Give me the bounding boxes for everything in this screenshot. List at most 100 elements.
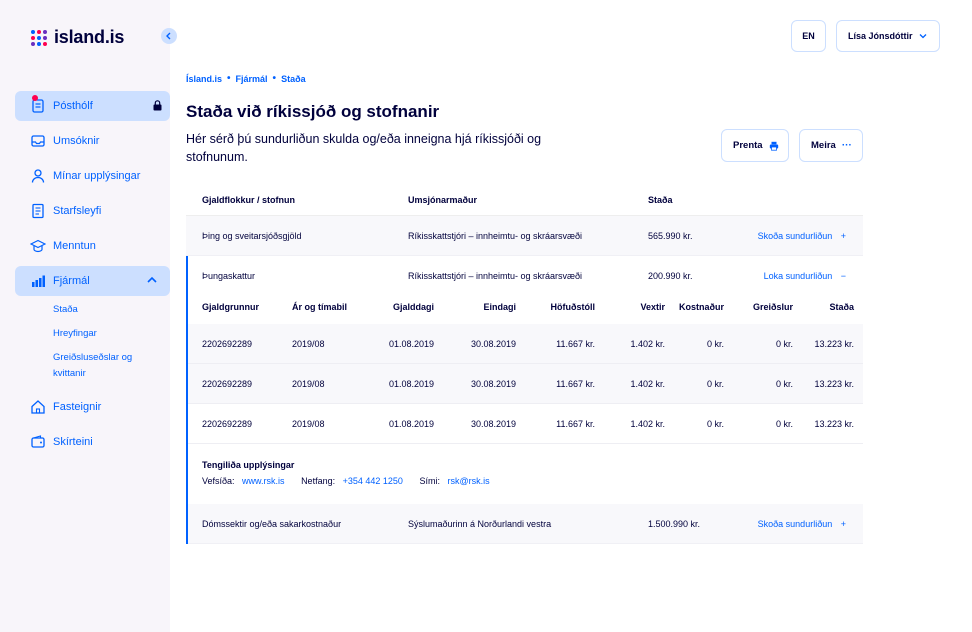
sidebar-item-fasteignir[interactable]: Fasteignir	[15, 392, 170, 422]
row-status: 1.500.990 kr.	[648, 519, 701, 529]
inbox-icon	[30, 133, 46, 149]
expand-link[interactable]: Skoða sundurliðun +	[758, 519, 846, 529]
breadcrumb-item[interactable]: Staða	[281, 73, 306, 84]
logo-dot	[37, 29, 41, 34]
page-intro: Hér sérð þú sundurliðun skulda og/eða in…	[186, 132, 542, 164]
detail-cell: 0 kr.	[775, 339, 793, 349]
detail-col-header: Ár og tímabil	[292, 302, 348, 312]
email-label: Netfang:	[301, 476, 336, 486]
logo-dot	[31, 35, 35, 40]
sidebar-item-minar-upplysingar[interactable]: Mínar upplýsingar	[15, 161, 170, 191]
detail-col-header: Kostnaður	[679, 302, 724, 312]
subnav-item-hreyfingar[interactable]: Hreyfingar	[53, 328, 97, 339]
phone-link[interactable]: rsk@rsk.is	[447, 476, 490, 486]
table-header: Gjaldflokkur / stofnun Umsjónarmaður Sta…	[186, 186, 863, 216]
detail-cell: 2019/08	[292, 419, 325, 429]
table-row: Dómssektir og/eða sakarkostnaður Sýsluma…	[188, 504, 863, 544]
detail-col-header: Höfuðstóll	[550, 302, 596, 312]
user-name: Lísa Jónsdóttir	[848, 31, 913, 41]
row-status: 200.990 kr.	[648, 271, 693, 281]
sidebar-item-menntun[interactable]: Menntun	[15, 231, 170, 261]
col-header-category: Gjaldflokkur / stofnun	[202, 195, 296, 205]
breadcrumb-separator: •	[272, 73, 277, 84]
logo-dot	[43, 35, 47, 40]
detail-cell: 2019/08	[292, 339, 325, 349]
detail-cell: 30.08.2019	[470, 339, 516, 349]
language-button[interactable]: EN	[791, 20, 826, 52]
logo-text: island.is	[54, 27, 125, 47]
breadcrumb-item[interactable]: Fjármál	[235, 73, 268, 84]
sidebar-item-label: Skírteini	[53, 436, 93, 448]
col-header-status: Staða	[648, 195, 673, 205]
detail-row: 2202692289 2019/08 01.08.2019 30.08.2019…	[188, 324, 863, 364]
row-manager: Ríkisskattstjóri – innheimtu- og skráars…	[408, 231, 583, 241]
detail-cell: 30.08.2019	[470, 379, 516, 389]
detail-col-header: Staða	[829, 302, 854, 312]
row-category: Þungaskattur	[202, 271, 256, 281]
detail-cell: 1.402 kr.	[630, 339, 665, 349]
logo-dot	[37, 41, 41, 46]
contact-title: Tengiliða upplýsingar	[202, 460, 295, 470]
detail-header: Gjaldgrunnur Ár og tímabil Gjalddagi Ein…	[188, 296, 863, 324]
breadcrumb-item[interactable]: Ísland.is	[186, 73, 223, 84]
chevron-down-icon	[918, 31, 928, 43]
more-button-label: Meira	[811, 140, 836, 151]
detail-cell: 30.08.2019	[470, 419, 516, 429]
detail-col-header: Gjaldgrunnur	[202, 302, 259, 312]
chart-icon	[30, 273, 46, 289]
detail-cell: 2202692289	[202, 339, 253, 349]
page-title: Staða við ríkissjóð og stofnanir	[186, 102, 440, 121]
more-button[interactable]: Meira ···	[799, 129, 863, 162]
detail-cell: 0 kr.	[706, 419, 724, 429]
sidebar-item-label: Fjármál	[53, 275, 90, 287]
logo-dot	[43, 29, 47, 34]
logo[interactable]: island.is	[31, 27, 124, 48]
lock-icon	[153, 100, 162, 114]
expand-link[interactable]: Skoða sundurliðun +	[758, 231, 846, 241]
mailbox-icon	[30, 98, 46, 114]
subnav-item-greidsluselar[interactable]: Greiðsluseðslar og kvittanir	[53, 352, 133, 379]
detail-cell: 0 kr.	[706, 379, 724, 389]
sidebar-item-skirteini[interactable]: Skírteini	[15, 427, 170, 457]
detail-col-header: Eindagi	[483, 302, 516, 312]
detail-row: 2202692289 2019/08 01.08.2019 30.08.2019…	[188, 404, 863, 444]
detail-cell: 13.223 kr.	[814, 339, 854, 349]
collapse-sidebar-button[interactable]	[161, 28, 177, 44]
plus-icon: +	[840, 231, 846, 241]
logo-dot	[31, 29, 35, 34]
collapse-link[interactable]: Loka sundurliðun −	[764, 271, 846, 281]
web-link[interactable]: www.rsk.is	[242, 476, 285, 486]
detail-cell: 0 kr.	[706, 339, 724, 349]
sidebar-item-posthólf[interactable]: Pósthólf	[15, 91, 170, 121]
detail-cell: 2019/08	[292, 379, 325, 389]
user-menu-button[interactable]: Lísa Jónsdóttir	[836, 20, 940, 52]
detail-cell: 2202692289	[202, 379, 253, 389]
print-button[interactable]: Prenta	[721, 129, 789, 162]
print-button-label: Prenta	[733, 140, 763, 151]
sidebar-item-umsoknir[interactable]: Umsóknir	[15, 126, 170, 156]
col-header-manager: Umsjónarmaður	[408, 195, 478, 205]
expand-link-label: Skoða sundurliðun	[757, 231, 833, 241]
minus-icon: −	[840, 271, 846, 281]
row-status: 565.990 kr.	[648, 231, 693, 241]
email-link[interactable]: +354 442 1250	[342, 476, 403, 486]
sidebar-item-fjarmal[interactable]: Fjármál	[15, 266, 170, 296]
phone-label: Sími:	[419, 476, 440, 486]
detail-cell: 1.402 kr.	[630, 419, 665, 429]
logo-dot	[31, 41, 35, 46]
finance-table: Gjaldflokkur / stofnun Umsjónarmaður Sta…	[186, 186, 863, 544]
collapse-link-label: Loka sundurliðun	[763, 271, 833, 281]
sidebar-item-label: Starfsleyfi	[53, 205, 102, 217]
detail-cell: 11.667 kr.	[556, 419, 595, 429]
sidebar-nav: Pósthólf Umsóknir Mínar upplýsingar	[15, 91, 170, 462]
contact-info: Tengiliða upplýsingar Vefsíða: www.rsk.i…	[188, 444, 863, 504]
sidebar-item-label: Menntun	[53, 240, 96, 252]
detail-cell: 01.08.2019	[388, 379, 434, 389]
sidebar-item-starfsleyfi[interactable]: Starfsleyfi	[15, 196, 170, 226]
notification-dot	[32, 95, 38, 101]
expand-link-label: Skoða sundurliðun	[757, 519, 833, 529]
subnav-item-stada[interactable]: Staða	[53, 304, 78, 315]
plus-icon: +	[840, 519, 846, 529]
chevron-up-icon[interactable]	[146, 274, 158, 289]
